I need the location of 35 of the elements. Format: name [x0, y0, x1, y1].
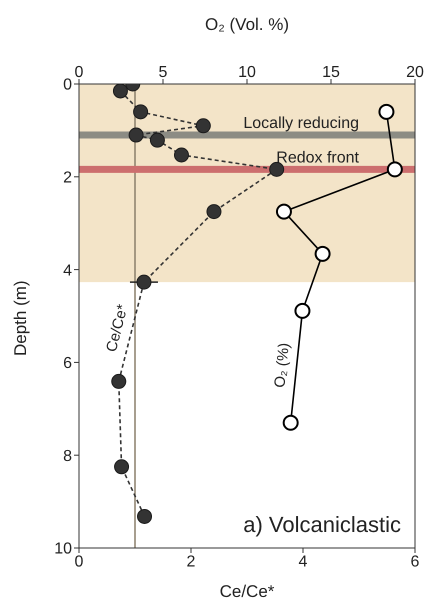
text: O₂ (%) [271, 342, 293, 389]
point [111, 374, 126, 389]
point [114, 459, 130, 474]
point [206, 204, 222, 220]
text: Ce/Ce* [103, 302, 132, 354]
x2-tick-label: 5 [158, 64, 168, 81]
y-tick-label: 6 [63, 355, 72, 372]
point [174, 147, 189, 162]
x2-axis-title: O₂ (Vol. %) [204, 15, 290, 34]
x-tick-label: 6 [410, 553, 420, 570]
point [112, 84, 128, 98]
x-tick-label: 4 [298, 553, 308, 570]
x2-tick-label: 15 [322, 64, 340, 81]
y-tick-label: 8 [63, 448, 72, 465]
x-axis-title: Ce/Ce* [220, 582, 275, 601]
point [137, 508, 152, 524]
point [150, 132, 165, 148]
point [269, 162, 284, 177]
ref-line-label: Redox front [276, 149, 360, 166]
point [133, 104, 148, 120]
y-tick-label: 10 [54, 540, 72, 558]
point [196, 118, 211, 134]
x2-tick-label: 0 [74, 64, 84, 81]
x-tick-label: 2 [186, 553, 196, 570]
ref-line-label: Locally reducing [243, 115, 359, 132]
x2-tick-label: 20 [406, 64, 424, 81]
y-tick-label: 4 [63, 262, 72, 280]
y-tick-label: 0 [63, 76, 72, 94]
x-tick-label: 0 [74, 553, 84, 570]
x2-tick-label: 10 [238, 64, 256, 81]
y-tick-label: 2 [63, 169, 72, 186]
point [128, 128, 144, 143]
y-axis-title: Depth (m) [11, 280, 30, 356]
point [136, 274, 152, 290]
annotation: a) Volcaniclastic [243, 512, 401, 537]
